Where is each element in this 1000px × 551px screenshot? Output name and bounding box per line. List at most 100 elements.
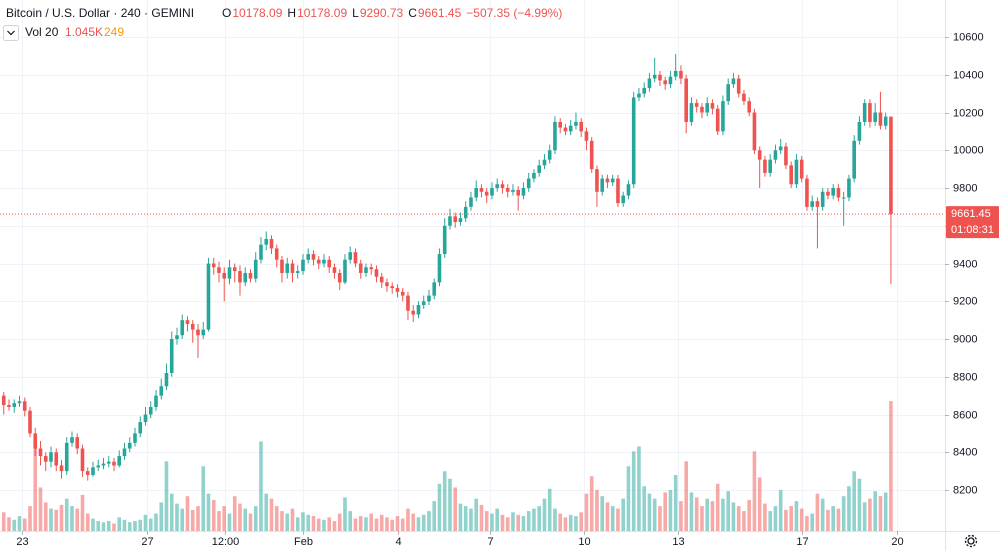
volume-bar [227,513,232,531]
axes: 8200840086008800900092009400960098001000… [0,31,999,548]
candle-body [427,295,431,302]
candle-body [49,452,53,462]
volume-bar [836,508,841,531]
volume-bar [437,483,442,531]
volume-bar [516,514,521,531]
candle-body [505,188,510,192]
candle-body [96,465,101,468]
volume-bar [133,521,137,531]
volume-bar [70,506,74,531]
ohlc-legend: O 10178.09 H 10178.09 L 9290.73 C 9661.45 −507.3… [222,6,562,20]
volume-bar [784,509,788,531]
last-price-label: 9661.45 [951,208,991,220]
volume-bar [694,497,699,531]
volume-bar [889,400,893,531]
candle-body [605,178,610,183]
volume-bar [458,503,463,531]
candle-body [295,271,300,273]
ohlc-key: O [222,6,231,20]
settings-button[interactable] [964,534,978,548]
candle-body [679,70,683,79]
candle-body [752,112,757,151]
volume-bar [637,446,641,531]
volume-bar [348,511,353,531]
candle-body [38,448,43,457]
y-tick-label: 8400 [953,446,977,458]
volume-bar [243,508,248,531]
candle-body [448,216,452,226]
candle-body [28,410,32,434]
candle-body [1,395,6,406]
candle-body [584,131,589,141]
volume-bar [878,496,883,531]
volume-bar [222,506,227,531]
volume-bar [584,493,589,531]
candle-body [169,339,174,374]
candle-body [820,191,825,207]
volume-bar [852,471,856,531]
volume-bar [626,466,631,531]
candle-body [59,465,64,472]
volume-bar [280,511,284,531]
gear-teeth [964,534,978,548]
y-tick-label: 10400 [953,69,984,81]
volume-bar [841,496,846,531]
volume-bar [358,516,363,531]
candle-body [101,463,106,466]
candle-body [159,386,164,396]
candle-body [747,101,751,113]
volume-bar [175,503,179,531]
candle-body [647,78,652,88]
candle-body [201,329,206,336]
ohlc-key: C [408,6,417,20]
candle-body [259,244,263,260]
candle-body [883,116,888,126]
candle-body [532,172,536,179]
volume-bar [285,513,290,531]
candle-body [395,288,400,292]
volume-bar [311,516,316,531]
volume-bar [164,461,169,531]
candle-body [574,121,578,126]
candle-body [789,165,793,185]
volume-bar [579,512,584,531]
candle-body [442,225,447,255]
volume-bar [259,441,263,531]
candle-body [862,103,867,122]
volume-bar [206,493,211,531]
volume-bar [416,517,421,531]
candle-body [148,406,153,415]
x-tick-label: 4 [395,536,401,548]
volume-bar [715,483,720,531]
volume-bar [469,508,473,531]
volume-bar [138,519,143,531]
volume-bar [710,501,715,531]
x-tick-label: 27 [141,536,153,548]
candle-body [175,335,179,340]
candle-body [537,165,542,173]
candle-body [54,452,59,466]
candle-body [75,437,80,449]
candle-body [253,259,258,279]
gear-icon [967,537,975,545]
volume-bar [232,496,237,531]
candle-body [421,301,426,306]
y-tick-label: 8600 [953,409,977,421]
volume-bar [80,494,85,531]
candle-body [526,178,531,189]
volume-bar [616,508,620,531]
ohlc-value: 9290.73 [360,6,404,20]
volume-bar [453,487,458,531]
volume-bar [269,498,274,531]
collapse-button[interactable] [3,25,19,41]
candle-body [658,74,662,81]
ohlc-value: 10178.09 [297,6,347,20]
candle-body [143,414,148,423]
volume-bar [54,509,59,531]
volume-bar [689,492,694,531]
candle-body [763,159,767,173]
volume-bar [563,517,568,531]
volume-bar [201,466,206,531]
y-tick-label: 10200 [953,107,984,119]
volume-bar [143,514,148,531]
